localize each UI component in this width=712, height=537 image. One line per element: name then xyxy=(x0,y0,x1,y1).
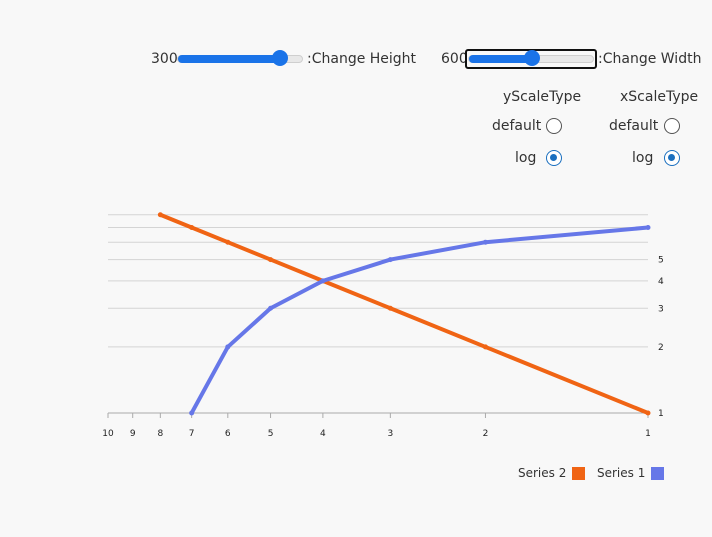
legend-series-1-swatch xyxy=(651,466,665,480)
series-2-line xyxy=(158,212,650,415)
series-2-point xyxy=(268,257,274,263)
series-2-point xyxy=(387,305,393,311)
width-label: :Change Width xyxy=(598,51,702,67)
x-scale-default-label: default xyxy=(609,118,659,134)
height-label: :Change Height xyxy=(307,51,417,67)
series-2-point xyxy=(225,239,231,245)
height-slider[interactable] xyxy=(177,50,303,66)
grid-lines xyxy=(108,214,648,414)
y-scale-default-label: default xyxy=(492,118,542,134)
width-slider-track[interactable] xyxy=(468,50,594,66)
x-scale-log-radio[interactable] xyxy=(664,150,680,166)
series-2-point xyxy=(645,410,651,416)
series-2-point xyxy=(482,344,488,350)
legend-series-1-label: Series 1 xyxy=(597,466,646,480)
series-1-point xyxy=(387,257,393,263)
series-1-point xyxy=(189,410,195,416)
width-slider-fill xyxy=(469,55,532,63)
series-1-line xyxy=(189,225,650,415)
x-tick-label: 6 xyxy=(225,429,231,439)
x-tick-label: 2 xyxy=(483,429,489,439)
x-tick-label: 5 xyxy=(268,429,274,439)
y-tick-label: 5 xyxy=(658,256,664,266)
legend-series-1: Series 1 xyxy=(597,466,665,480)
height-slider-fill xyxy=(178,55,280,63)
series-1-point xyxy=(268,305,274,311)
x-scale-default-radio[interactable] xyxy=(664,118,680,134)
x-tick-label: 4 xyxy=(320,429,326,439)
y-tick-label: 1 xyxy=(658,409,664,419)
series-2-point xyxy=(320,278,326,284)
height-slider-track[interactable] xyxy=(177,50,303,66)
width-slider-thumb[interactable] xyxy=(524,50,540,66)
series-1-point xyxy=(225,344,231,350)
series-1-point xyxy=(320,278,326,284)
x-tick-label: 8 xyxy=(157,429,163,439)
width-value: 600 xyxy=(441,51,468,67)
y-tick-label: 3 xyxy=(658,304,664,314)
x-tick-label: 9 xyxy=(130,429,136,439)
x-tick-label: 1 xyxy=(645,429,651,439)
series-1-point xyxy=(645,225,651,231)
y-tick-label: 2 xyxy=(658,343,664,353)
y-scale-log-radio[interactable] xyxy=(546,150,562,166)
y-tick-label: 4 xyxy=(658,277,664,287)
series-2-point xyxy=(189,225,195,231)
width-slider[interactable] xyxy=(468,50,594,66)
x-tick-label: 7 xyxy=(189,429,195,439)
height-slider-thumb[interactable] xyxy=(272,50,288,66)
legend-series-2: Series 2 xyxy=(518,466,586,480)
height-value: 300 xyxy=(151,51,178,67)
series-1-point xyxy=(482,239,488,245)
x-scale-title: xScaleType xyxy=(620,89,699,105)
y-scale-default-radio[interactable] xyxy=(546,118,562,134)
series-lines xyxy=(157,212,651,416)
legend-series-2-swatch xyxy=(572,466,586,480)
x-tick-label: 10 xyxy=(102,429,114,439)
series-2-point xyxy=(157,212,163,218)
x-tick-label: 3 xyxy=(387,429,393,439)
x-axis: 10 9 8 7 6 5 4 3 2 1 xyxy=(102,412,651,439)
legend-series-2-label: Series 2 xyxy=(518,466,567,480)
y-scale-log-label: log xyxy=(515,150,537,166)
x-scale-log-label: log xyxy=(632,150,654,166)
y-scale-title: yScaleType xyxy=(503,89,582,105)
y-axis: 1 2 3 4 5 xyxy=(658,256,664,419)
